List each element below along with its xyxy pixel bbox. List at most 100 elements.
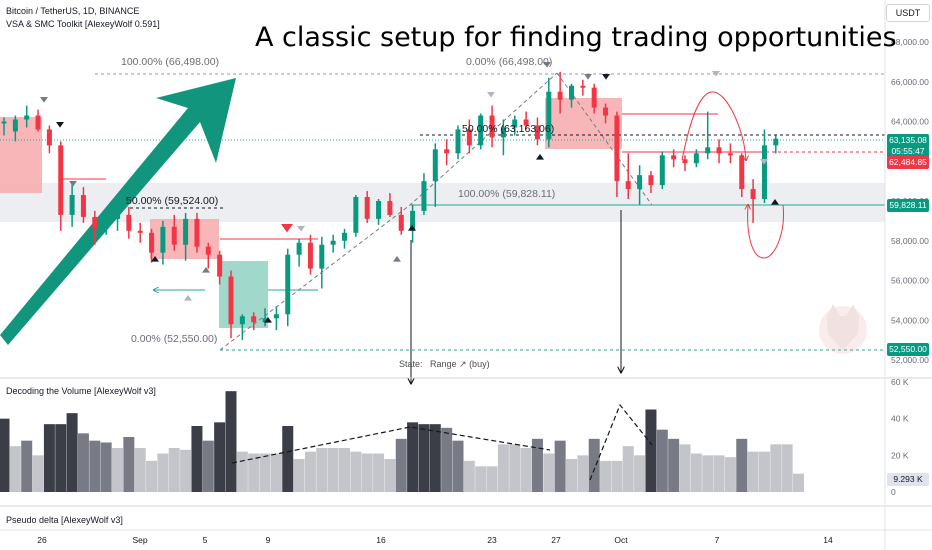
last-price-tag: 63,135.08 [887, 134, 929, 147]
candle [432, 143, 438, 207]
candle [444, 139, 450, 166]
candle [228, 270, 234, 339]
volume-bar [134, 448, 146, 492]
volume-bar [713, 455, 725, 492]
price-tick-label: 58,000.00 [891, 236, 929, 246]
volume-bar [180, 449, 192, 492]
volume-bar [452, 440, 464, 492]
volume-trend-dashed-2 [589, 403, 653, 481]
volume-bar [146, 460, 158, 492]
time-tick-label: 16 [376, 535, 386, 545]
candle [523, 111, 529, 130]
signal-marker [184, 295, 192, 301]
candle [659, 151, 665, 190]
time-tick-label: Sep [132, 535, 147, 545]
supply-zone-1 [0, 117, 42, 193]
price-tick-label: 64,000.00 [891, 117, 929, 127]
fib-label-50-left: 50.00% (59,524.00) [126, 195, 219, 207]
candle [761, 129, 767, 203]
candle [625, 153, 631, 200]
volume-bar [679, 444, 691, 492]
volume-trend-dashed-1 [231, 426, 551, 464]
volume-bar [463, 460, 475, 492]
volume-bar [384, 459, 396, 492]
candle [693, 149, 699, 168]
volume-bar [282, 426, 294, 492]
volume-bar [656, 429, 668, 492]
signal-marker [281, 224, 293, 233]
candle [69, 183, 75, 227]
volume-bars [0, 391, 804, 492]
candle [24, 105, 30, 128]
time-tick-label: 14 [823, 535, 833, 545]
symbol-title[interactable]: Bitcoin / TetherUS, 1D, BINANCE [6, 6, 140, 16]
candle [364, 191, 370, 223]
candle [750, 179, 756, 223]
volume-bar [611, 460, 623, 492]
delta-pane-title[interactable]: Pseudo delta [AlexeyWolf v3] [6, 515, 123, 525]
candle [455, 125, 461, 160]
candle [614, 111, 620, 198]
volume-bar [690, 453, 702, 492]
volume-bar [770, 444, 782, 492]
volume-bar [429, 424, 441, 492]
volume-bar [259, 453, 271, 492]
time-tick-label: 26 [37, 535, 47, 545]
candle [489, 105, 495, 148]
candle [637, 165, 643, 205]
candle [1, 117, 7, 136]
candle [410, 204, 416, 243]
volume-bar [168, 448, 180, 492]
candle [376, 199, 382, 225]
candle [137, 222, 143, 243]
volume-bar [316, 448, 328, 492]
fib-label-0-left: 0.00% (52,550.00) [131, 333, 218, 345]
signal-marker [760, 159, 768, 165]
volume-bar [157, 453, 169, 492]
signal-marker [151, 256, 159, 262]
currency-scale-button[interactable]: USDT [886, 4, 930, 22]
indicator-legend[interactable]: VSA & SMC Toolkit [AlexeyWolf 0.591] [6, 19, 160, 29]
candle [251, 312, 257, 331]
price-tick-label: 66,000.00 [891, 77, 929, 87]
volume-bar [622, 446, 634, 492]
candle [727, 143, 733, 164]
candle [262, 308, 268, 327]
wolf-logo [819, 304, 867, 354]
volume-bar [66, 413, 78, 492]
candle [80, 187, 86, 223]
volume-bar [293, 459, 305, 492]
candle [466, 119, 472, 154]
volume-bar [270, 453, 282, 492]
price-tick-label: 52,000.00 [891, 355, 929, 365]
swing-line-up [219, 72, 558, 351]
volume-bar [21, 440, 33, 492]
candle [398, 206, 404, 235]
candle [149, 228, 155, 263]
volume-bar [225, 391, 237, 492]
candle [296, 238, 302, 267]
volume-pane-title[interactable]: Decoding the Volume [AlexeyWolf v3] [6, 386, 156, 396]
volume-tick-label: 20 K [891, 450, 909, 460]
fib-label-100-right: 100.00% (59,828.11) [458, 188, 556, 200]
candle [273, 306, 279, 331]
time-tick-label: Oct [614, 535, 628, 545]
time-scale[interactable]: 26 Sep 5 9 16 23 27 Oct 7 14 [37, 535, 833, 545]
volume-bar [781, 444, 793, 492]
candle [342, 228, 347, 249]
volume-bar [327, 448, 339, 492]
candle [194, 212, 200, 253]
volume-bar [668, 438, 680, 492]
volume-scale[interactable]: 60 K 40 K 20 K 0 [891, 377, 909, 497]
volume-bar [191, 426, 203, 492]
candle [500, 119, 506, 156]
volume-last-tag: 9.293 K [887, 473, 929, 486]
candle [421, 173, 427, 215]
candle [580, 79, 586, 96]
candle [353, 195, 359, 237]
time-tick-label: 27 [551, 535, 561, 545]
volume-tick-label: 60 K [891, 377, 909, 387]
red-ellipse-top [681, 91, 746, 160]
